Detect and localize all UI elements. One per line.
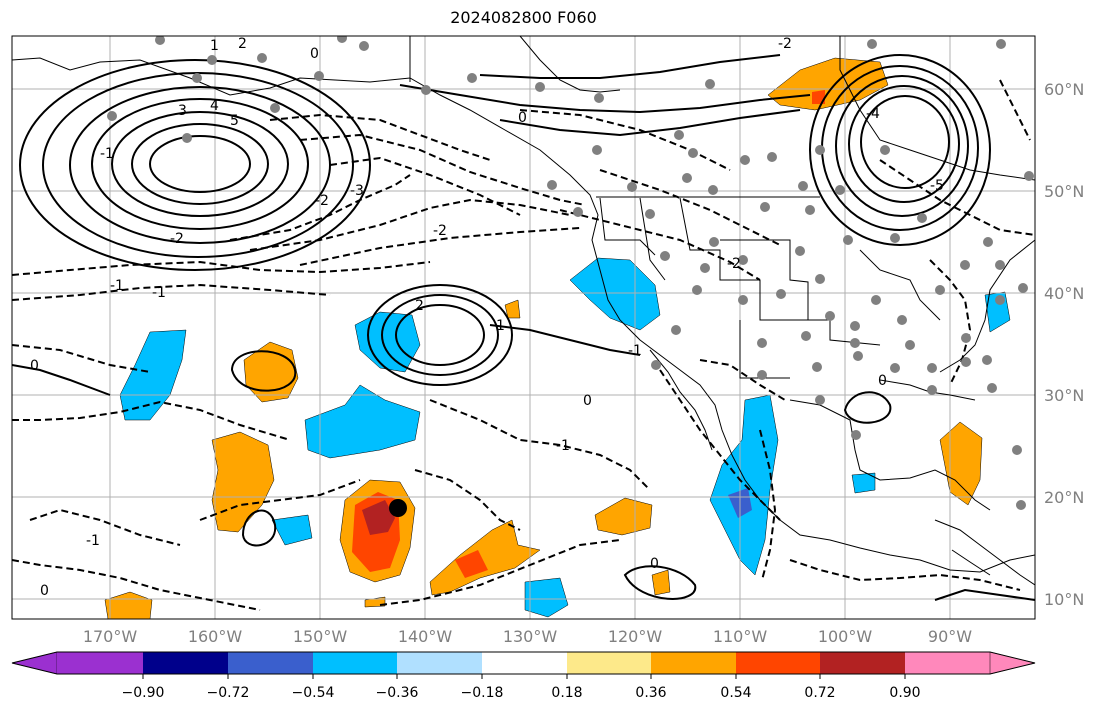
contour-label: 0	[878, 373, 887, 389]
colorbar-ticks	[142, 674, 906, 679]
positive-region-max	[362, 500, 395, 535]
lat-label: 10°N	[1044, 590, 1084, 609]
colorbar-label: 0.54	[720, 685, 751, 701]
contour-label: -2	[315, 193, 329, 209]
contour-label: 2	[238, 36, 247, 52]
colorbar-label: −0.54	[292, 685, 335, 701]
coastlines	[12, 36, 1035, 586]
high-center-west	[19, 59, 371, 271]
positive-region	[429, 519, 541, 596]
colorbar-segment	[567, 652, 651, 674]
contour-label: 3	[178, 103, 187, 119]
negative-region	[119, 329, 187, 421]
lat-label: 20°N	[1044, 488, 1084, 507]
colorbar-segment	[482, 652, 567, 674]
high-center-east	[809, 54, 991, 246]
lon-label: 170°W	[83, 627, 138, 646]
map-title: 2024082800 F060	[450, 8, 597, 27]
colorbar-label: −0.72	[207, 685, 250, 701]
lon-label: 140°W	[398, 627, 453, 646]
lon-label: 100°W	[818, 627, 873, 646]
contour-label: -2	[727, 256, 741, 272]
colorbar-segment	[143, 652, 228, 674]
lat-label: 50°N	[1044, 182, 1084, 201]
contour-label: 0	[30, 358, 39, 374]
contour-label: 0	[650, 556, 659, 572]
contour-label: -1	[628, 343, 642, 359]
contour-label: -2	[778, 36, 792, 52]
contour-label: 5	[230, 113, 239, 129]
lon-label: 130°W	[503, 627, 558, 646]
negative-region	[569, 257, 661, 331]
lon-label: 160°W	[188, 627, 243, 646]
contour-labels: 1 2 0 -1 -2 3 4 5 -3 -2 2 -2 1 0 -1 0 -1…	[30, 36, 944, 599]
storm-center-marker	[389, 499, 407, 517]
lat-label: 30°N	[1044, 386, 1084, 405]
colorbar-segment	[651, 652, 736, 674]
contour-label: -1	[100, 146, 114, 162]
contour-label: 0	[583, 393, 592, 409]
colorbar-segment	[397, 652, 482, 674]
contour-label: -4	[866, 106, 880, 122]
map-frame	[11, 35, 1036, 620]
colorbar-label: 0.36	[635, 685, 666, 701]
colorbar-label: 0.72	[804, 685, 835, 701]
negative-contours	[12, 79, 1035, 611]
colorbar-segment	[313, 652, 397, 674]
colorbar-segment	[57, 652, 143, 674]
positive-region-strong	[812, 90, 825, 104]
colorbar-label: 0.90	[889, 685, 920, 701]
high-center-mid	[367, 284, 513, 386]
lat-label: 60°N	[1044, 80, 1084, 99]
colorbar-segment	[11, 651, 58, 675]
station-markers	[107, 36, 1034, 510]
contour-label: 0	[40, 583, 49, 599]
positive-region-strong	[455, 550, 488, 578]
colorbar-label: −0.90	[122, 685, 165, 701]
colorbar-segment	[228, 652, 313, 674]
contour-label: -2	[170, 231, 184, 247]
negative-region	[271, 514, 313, 546]
colorbar-segment	[736, 652, 820, 674]
map-area: 1 2 0 -1 -2 3 4 5 -3 -2 2 -2 1 0 -1 0 -1…	[12, 36, 1035, 619]
colorbar-label: −0.36	[376, 685, 419, 701]
contour-label: -1	[110, 278, 124, 294]
contour-label: 2	[415, 298, 424, 314]
contour-label: -5	[930, 178, 944, 194]
negative-region	[524, 577, 569, 618]
contour-label: -1	[86, 533, 100, 549]
contour-label: -3	[350, 183, 364, 199]
colorbar-segment	[905, 652, 990, 674]
colorbar-segment	[820, 652, 905, 674]
colorbar-label: −0.18	[461, 685, 504, 701]
contour-label: 1	[210, 38, 219, 54]
positive-region	[504, 299, 521, 319]
colorbar-segment	[989, 651, 1036, 675]
lon-label: 90°W	[928, 627, 972, 646]
positive-region	[594, 497, 653, 536]
lat-label: 40°N	[1044, 284, 1084, 303]
contour-label: 1	[496, 318, 505, 334]
colorbar-label: 0.18	[551, 685, 582, 701]
contour-label: 0	[310, 46, 319, 62]
contour-label: 0	[518, 110, 527, 126]
contour-label: -1	[152, 285, 166, 301]
longitude-labels: 170°W 160°W 150°W 140°W 130°W 120°W 110°…	[83, 627, 972, 646]
lon-label: 110°W	[713, 627, 768, 646]
contour-label: -1	[556, 438, 570, 454]
positive-contours	[12, 54, 1035, 601]
colorbar: −0.90 −0.72 −0.54 −0.36 −0.18 0.18 0.36 …	[11, 651, 1036, 701]
lon-label: 120°W	[608, 627, 663, 646]
latitude-labels: 60°N 50°N 40°N 30°N 20°N 10°N	[1044, 80, 1084, 609]
colorbar-outline	[11, 651, 1036, 675]
lon-label: 150°W	[293, 627, 348, 646]
contour-label: -2	[433, 223, 447, 239]
contour-label: 4	[210, 98, 219, 114]
positive-region	[651, 569, 671, 596]
